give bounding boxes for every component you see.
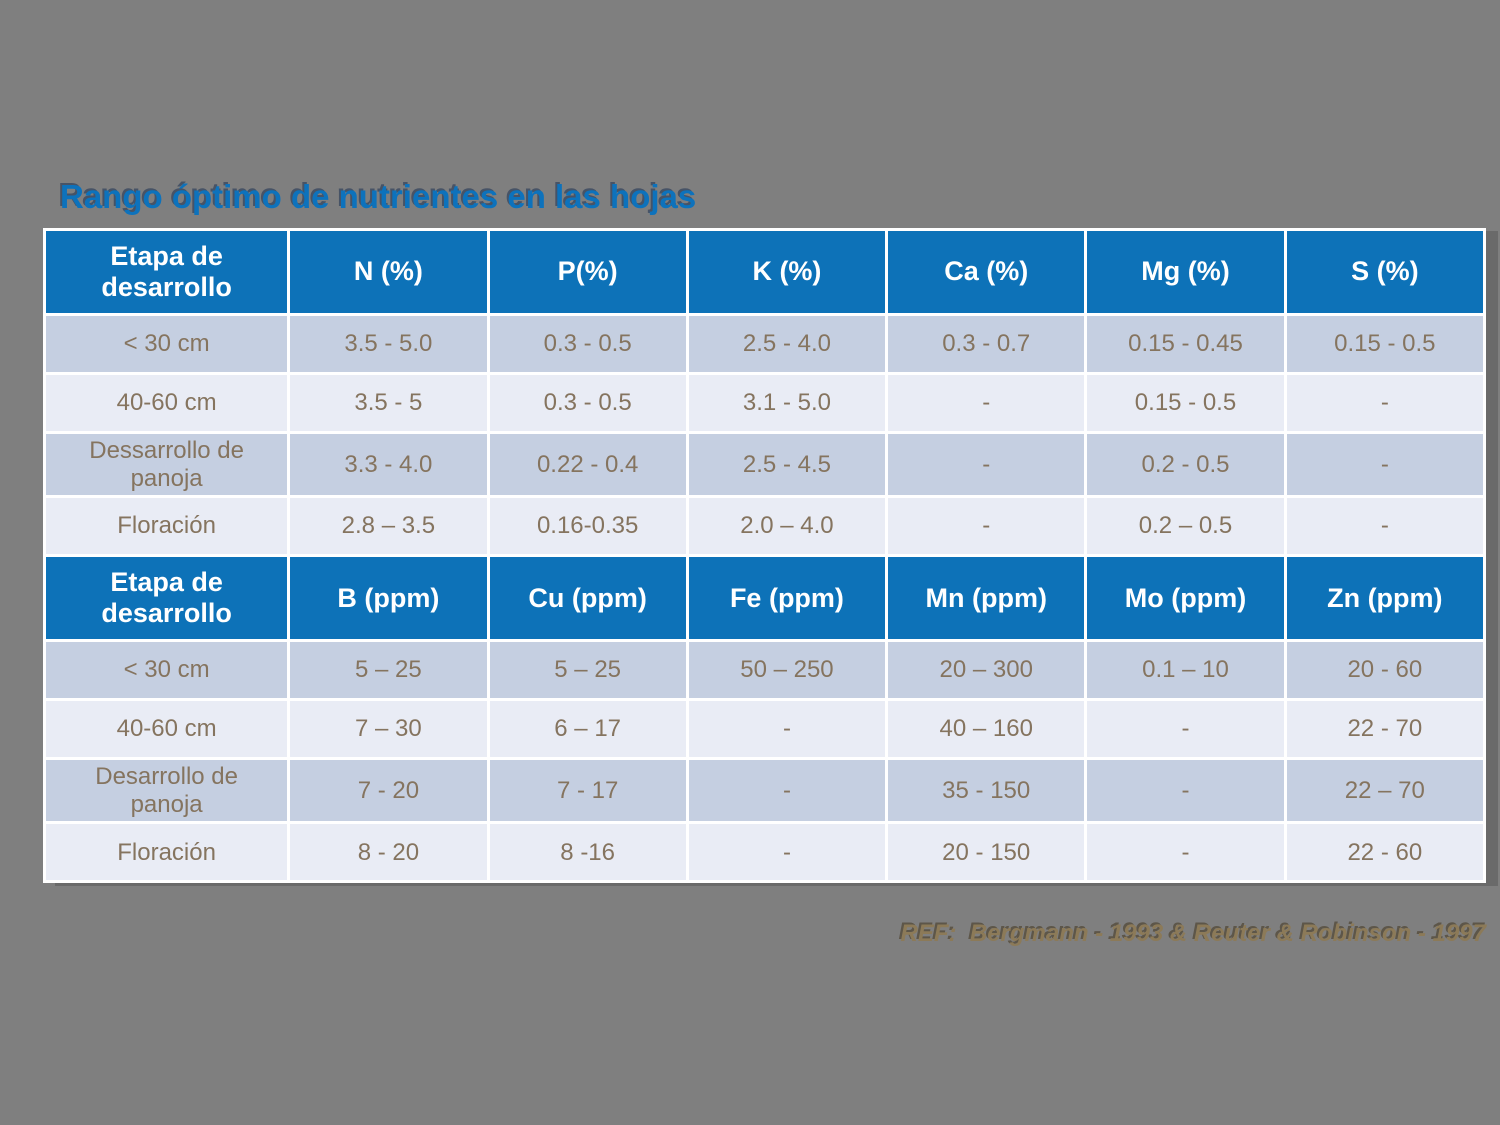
- value-cell: 5 – 25: [489, 642, 686, 699]
- value-cell: 22 – 70: [1286, 760, 1483, 822]
- value-cell: 7 - 17: [489, 760, 686, 822]
- column-header: Etapa de desarrollo: [46, 557, 288, 640]
- column-header: Etapa de desarrollo: [46, 231, 288, 313]
- stage-cell: < 30 cm: [46, 316, 288, 372]
- value-cell: 22 - 60: [1286, 824, 1483, 881]
- value-cell: 0.1 – 10: [1087, 642, 1284, 699]
- value-cell: 0.16-0.35: [489, 498, 686, 555]
- nutrient-table-body: Etapa de desarrollo N (%) P(%) K (%) Ca (%) M…: [46, 231, 1483, 881]
- value-cell: -: [888, 498, 1085, 555]
- value-cell: 5 – 25: [290, 642, 487, 699]
- value-cell: -: [688, 760, 886, 822]
- value-cell: 8 -16: [489, 824, 686, 881]
- value-cell: 8 - 20: [290, 824, 487, 881]
- column-header: Fe (ppm): [688, 557, 886, 640]
- value-cell: 3.1 - 5.0: [688, 375, 886, 431]
- value-cell: 3.5 - 5: [290, 375, 487, 431]
- table-row: 40-60 cm 3.5 - 5 0.3 - 0.5 3.1 - 5.0-0.15 -…: [46, 375, 1483, 431]
- table-header-row: Etapa de desarrollo N (%) P(%) K (%) Ca (%) M…: [46, 231, 1483, 313]
- table-header-row: Etapa de desarrollo B (ppm) Cu (ppm) Fe (pp…: [46, 557, 1483, 640]
- value-cell: 7 – 30: [290, 701, 487, 758]
- value-cell: -: [888, 375, 1085, 431]
- value-cell: 3.5 - 5.0: [290, 316, 487, 372]
- value-cell: -: [1087, 760, 1284, 822]
- value-cell: 0.15 - 0.5: [1286, 316, 1483, 372]
- value-cell: 20 - 60: [1286, 642, 1483, 699]
- stage-cell: Floración: [46, 498, 288, 555]
- table-row: Floración 2.8 – 3.5 0.16-0.35 2.0 – 4.0-0.2…: [46, 498, 1483, 555]
- stage-cell: Dessarrollo de panoja: [46, 434, 288, 496]
- reference-citation: REF: Bergmann - 1993 & Reuter & Robinson…: [900, 920, 1486, 947]
- column-header: N (%): [290, 231, 487, 313]
- value-cell: 50 – 250: [688, 642, 886, 699]
- value-cell: 2.5 - 4.5: [688, 434, 886, 496]
- value-cell: 2.0 – 4.0: [688, 498, 886, 555]
- table-row: Dessarrollo de panoja 3.3 - 4.0 0.22 - 0.4…: [46, 434, 1483, 496]
- nutrient-table-container: Etapa de desarrollo N (%) P(%) K (%) Ca (%) M…: [43, 228, 1486, 884]
- value-cell: 35 - 150: [888, 760, 1085, 822]
- value-cell: 20 – 300: [888, 642, 1085, 699]
- column-header: P(%): [489, 231, 686, 313]
- table-row: Desarrollo de panoja 7 - 20 7 - 17-35 - 15…: [46, 760, 1483, 822]
- value-cell: 22 - 70: [1286, 701, 1483, 758]
- column-header: S (%): [1286, 231, 1483, 313]
- table-row: < 30 cm 3.5 - 5.0 0.3 - 0.5 2.5 - 4.0 0.3 - …: [46, 316, 1483, 372]
- table-row: 40-60 cm 7 – 30 6 – 17-40 – 160-22 - 70: [46, 701, 1483, 758]
- value-cell: -: [688, 701, 886, 758]
- stage-cell: 40-60 cm: [46, 701, 288, 758]
- column-header: Ca (%): [888, 231, 1085, 313]
- value-cell: 0.2 - 0.5: [1087, 434, 1284, 496]
- value-cell: 20 - 150: [888, 824, 1085, 881]
- value-cell: 0.15 - 0.45: [1087, 316, 1284, 372]
- value-cell: -: [1087, 824, 1284, 881]
- value-cell: 0.22 - 0.4: [489, 434, 686, 496]
- value-cell: 40 – 160: [888, 701, 1085, 758]
- value-cell: 0.2 – 0.5: [1087, 498, 1284, 555]
- column-header: Mn (ppm): [888, 557, 1085, 640]
- table-row: Floración 8 - 20 8 -16-20 - 150-22 - 60: [46, 824, 1483, 881]
- value-cell: 6 – 17: [489, 701, 686, 758]
- value-cell: -: [1286, 498, 1483, 555]
- column-header: Cu (ppm): [489, 557, 686, 640]
- value-cell: 7 - 20: [290, 760, 487, 822]
- column-header: B (ppm): [290, 557, 487, 640]
- table-row: < 30 cm 5 – 25 5 – 25 50 – 250 20 – 300 0.1 –…: [46, 642, 1483, 699]
- column-header: Mg (%): [1087, 231, 1284, 313]
- stage-cell: < 30 cm: [46, 642, 288, 699]
- value-cell: 0.3 - 0.7: [888, 316, 1085, 372]
- value-cell: -: [1286, 375, 1483, 431]
- page-title: Rango óptimo de nutrientes en las hojas: [60, 178, 697, 215]
- column-header: Mo (ppm): [1087, 557, 1284, 640]
- column-header: K (%): [688, 231, 886, 313]
- nutrient-table: Etapa de desarrollo N (%) P(%) K (%) Ca (%) M…: [43, 228, 1486, 884]
- value-cell: -: [1286, 434, 1483, 496]
- value-cell: -: [688, 824, 886, 881]
- value-cell: -: [1087, 701, 1284, 758]
- value-cell: 0.15 - 0.5: [1087, 375, 1284, 431]
- stage-cell: 40-60 cm: [46, 375, 288, 431]
- stage-cell: Desarrollo de panoja: [46, 760, 288, 822]
- column-header: Zn (ppm): [1286, 557, 1483, 640]
- value-cell: -: [888, 434, 1085, 496]
- value-cell: 0.3 - 0.5: [489, 316, 686, 372]
- value-cell: 2.5 - 4.0: [688, 316, 886, 372]
- value-cell: 2.8 – 3.5: [290, 498, 487, 555]
- value-cell: 0.3 - 0.5: [489, 375, 686, 431]
- stage-cell: Floración: [46, 824, 288, 881]
- value-cell: 3.3 - 4.0: [290, 434, 487, 496]
